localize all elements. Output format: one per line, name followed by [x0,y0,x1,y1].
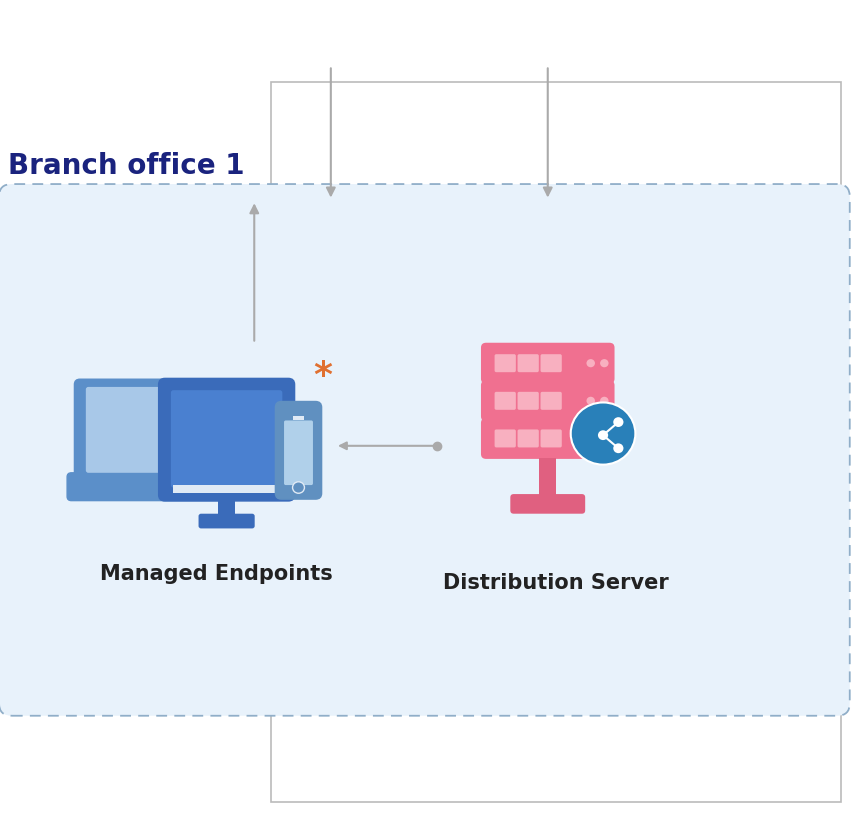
FancyBboxPatch shape [517,354,538,372]
Bar [538,458,555,499]
FancyBboxPatch shape [517,392,538,410]
FancyBboxPatch shape [198,514,254,528]
FancyBboxPatch shape [284,420,312,485]
FancyBboxPatch shape [494,354,515,372]
Bar [271,82,840,802]
Circle shape [600,359,608,367]
FancyBboxPatch shape [480,380,614,421]
Circle shape [570,402,635,465]
FancyBboxPatch shape [159,379,294,501]
FancyBboxPatch shape [480,418,614,459]
Text: Distribution Server: Distribution Server [443,573,669,592]
Circle shape [586,434,595,443]
Circle shape [586,397,595,405]
FancyBboxPatch shape [85,387,206,473]
Bar [218,493,235,519]
FancyBboxPatch shape [171,390,282,488]
Bar [293,416,304,420]
FancyBboxPatch shape [494,392,515,410]
Text: *: * [312,359,332,393]
FancyBboxPatch shape [540,392,561,410]
Circle shape [600,434,608,443]
Circle shape [586,359,595,367]
FancyBboxPatch shape [276,402,321,499]
FancyBboxPatch shape [517,429,538,447]
FancyBboxPatch shape [494,429,515,447]
Circle shape [612,443,623,453]
Text: Managed Endpoints: Managed Endpoints [100,564,332,584]
Circle shape [612,417,623,427]
FancyBboxPatch shape [67,473,224,501]
FancyBboxPatch shape [540,354,561,372]
FancyBboxPatch shape [75,380,217,483]
Text: Branch office 1: Branch office 1 [8,152,244,180]
FancyBboxPatch shape [173,485,280,493]
FancyBboxPatch shape [540,429,561,447]
Circle shape [600,397,608,405]
Circle shape [597,430,607,440]
Circle shape [293,482,305,493]
FancyBboxPatch shape [480,343,614,384]
FancyBboxPatch shape [510,494,584,514]
FancyBboxPatch shape [0,184,849,716]
